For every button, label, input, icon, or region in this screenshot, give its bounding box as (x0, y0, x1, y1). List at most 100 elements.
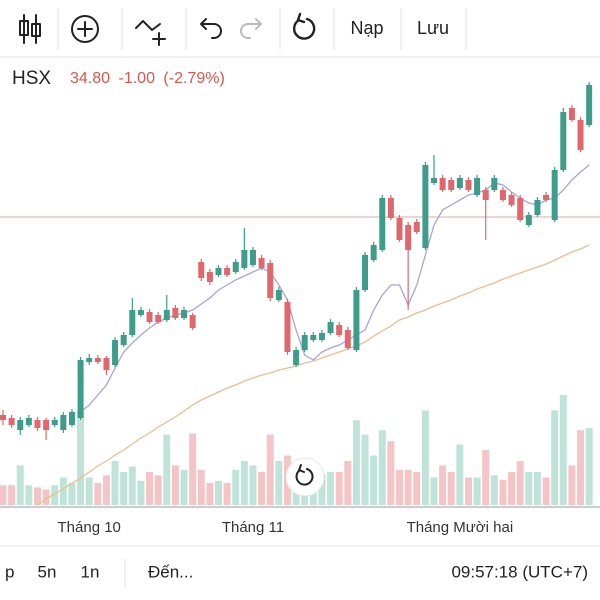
change-percent: (-2.79%) (163, 70, 224, 87)
candle-body (405, 225, 412, 250)
volume-bar (180, 469, 188, 505)
volume-bar (146, 472, 154, 505)
volume-bar (370, 455, 378, 505)
candle-body (379, 198, 386, 250)
candle-body (293, 350, 300, 365)
candle-body (258, 258, 265, 268)
candle-body (275, 290, 282, 300)
volume-bar (327, 472, 335, 505)
candle-body (34, 420, 41, 428)
toolbar: Nạp Lưu (0, 8, 600, 58)
clock: 09:57:18 (UTC+7) (451, 562, 588, 581)
x-tick-label: Tháng 11 (222, 519, 284, 536)
candle-body (413, 222, 420, 232)
volume-bar (499, 479, 507, 505)
volume-bar (551, 410, 559, 505)
icon (71, 15, 99, 43)
price: 34.80 (70, 70, 110, 87)
volume-bar (8, 485, 16, 505)
candle-body (301, 335, 308, 350)
candle-body (60, 415, 67, 430)
volume-bar (171, 465, 179, 505)
moving-average (37, 244, 590, 506)
candle-body (249, 250, 256, 265)
reset-zoom-button[interactable] (285, 457, 325, 497)
candle-body (232, 262, 239, 272)
range-button[interactable]: 5n (38, 562, 57, 581)
range-button[interactable]: 1n (81, 562, 100, 581)
candle-body (336, 325, 343, 335)
volume-bar (542, 477, 550, 505)
volume-bar (223, 483, 231, 505)
volume-bar (568, 465, 576, 505)
volume-bar (275, 461, 283, 505)
candle-body (77, 360, 84, 418)
volume-bar (120, 472, 128, 505)
volume-bar (59, 477, 67, 505)
candle-body (163, 310, 170, 320)
volume-bar (378, 430, 386, 505)
load-button[interactable]: Nạp (350, 18, 383, 38)
add-indicator-button[interactable] (71, 15, 99, 43)
volume-bar (344, 461, 352, 505)
candle-body (241, 250, 248, 268)
candle-body (465, 180, 472, 190)
candle-body (267, 263, 274, 298)
candle-body (103, 358, 110, 370)
redo-button[interactable] (240, 18, 262, 39)
candle-body (318, 333, 325, 340)
candle-type-button[interactable] (19, 14, 41, 44)
candle-body (68, 412, 75, 425)
candle-body (586, 85, 593, 125)
candle-body (448, 180, 455, 190)
candle-body (560, 112, 567, 170)
candle-body (137, 310, 144, 315)
reset-button[interactable] (292, 12, 316, 40)
volume-bar (215, 480, 222, 505)
volume-bar (266, 434, 274, 505)
candle-body (439, 178, 446, 190)
volume-bar (447, 472, 455, 505)
candle-body (189, 315, 196, 328)
volume-bar (525, 472, 533, 505)
candle-body (224, 268, 231, 275)
candle-body (551, 170, 558, 220)
undo-button[interactable] (200, 18, 222, 39)
candle-body (215, 268, 222, 275)
candle-body (396, 218, 403, 240)
save-button[interactable]: Lưu (417, 18, 449, 38)
compare-button[interactable] (135, 20, 166, 46)
x-tick-label: Tháng Mười hai (407, 519, 514, 536)
candle-body (422, 165, 429, 248)
candle-body (17, 420, 24, 430)
candle-body (172, 308, 179, 318)
candle-body (8, 418, 15, 425)
icon (200, 18, 222, 39)
candle-body (310, 335, 317, 340)
goto-button[interactable]: Đến... (148, 562, 193, 581)
candle-body (25, 418, 32, 425)
volume-bar (85, 477, 93, 505)
volume-bar (77, 410, 85, 505)
volume-bar (51, 485, 59, 505)
volume-bar (404, 469, 412, 505)
volume-bar (352, 420, 360, 505)
volume-bar (387, 441, 395, 505)
candle-body (362, 255, 369, 290)
volume-bar (318, 474, 326, 505)
button-bg (285, 457, 325, 497)
candle-body (431, 178, 437, 183)
volume-bar (249, 465, 257, 505)
volume-bar (111, 461, 119, 505)
icon (240, 18, 262, 39)
range-button[interactable]: p (5, 562, 14, 581)
candle-body (43, 420, 50, 430)
volume-bar (577, 430, 585, 505)
volume-bar (516, 461, 524, 505)
volume-bar (335, 472, 343, 505)
volume-bar (25, 485, 33, 505)
candle-body (499, 190, 506, 200)
volume-bar (94, 483, 102, 505)
volume-bar (258, 472, 266, 505)
